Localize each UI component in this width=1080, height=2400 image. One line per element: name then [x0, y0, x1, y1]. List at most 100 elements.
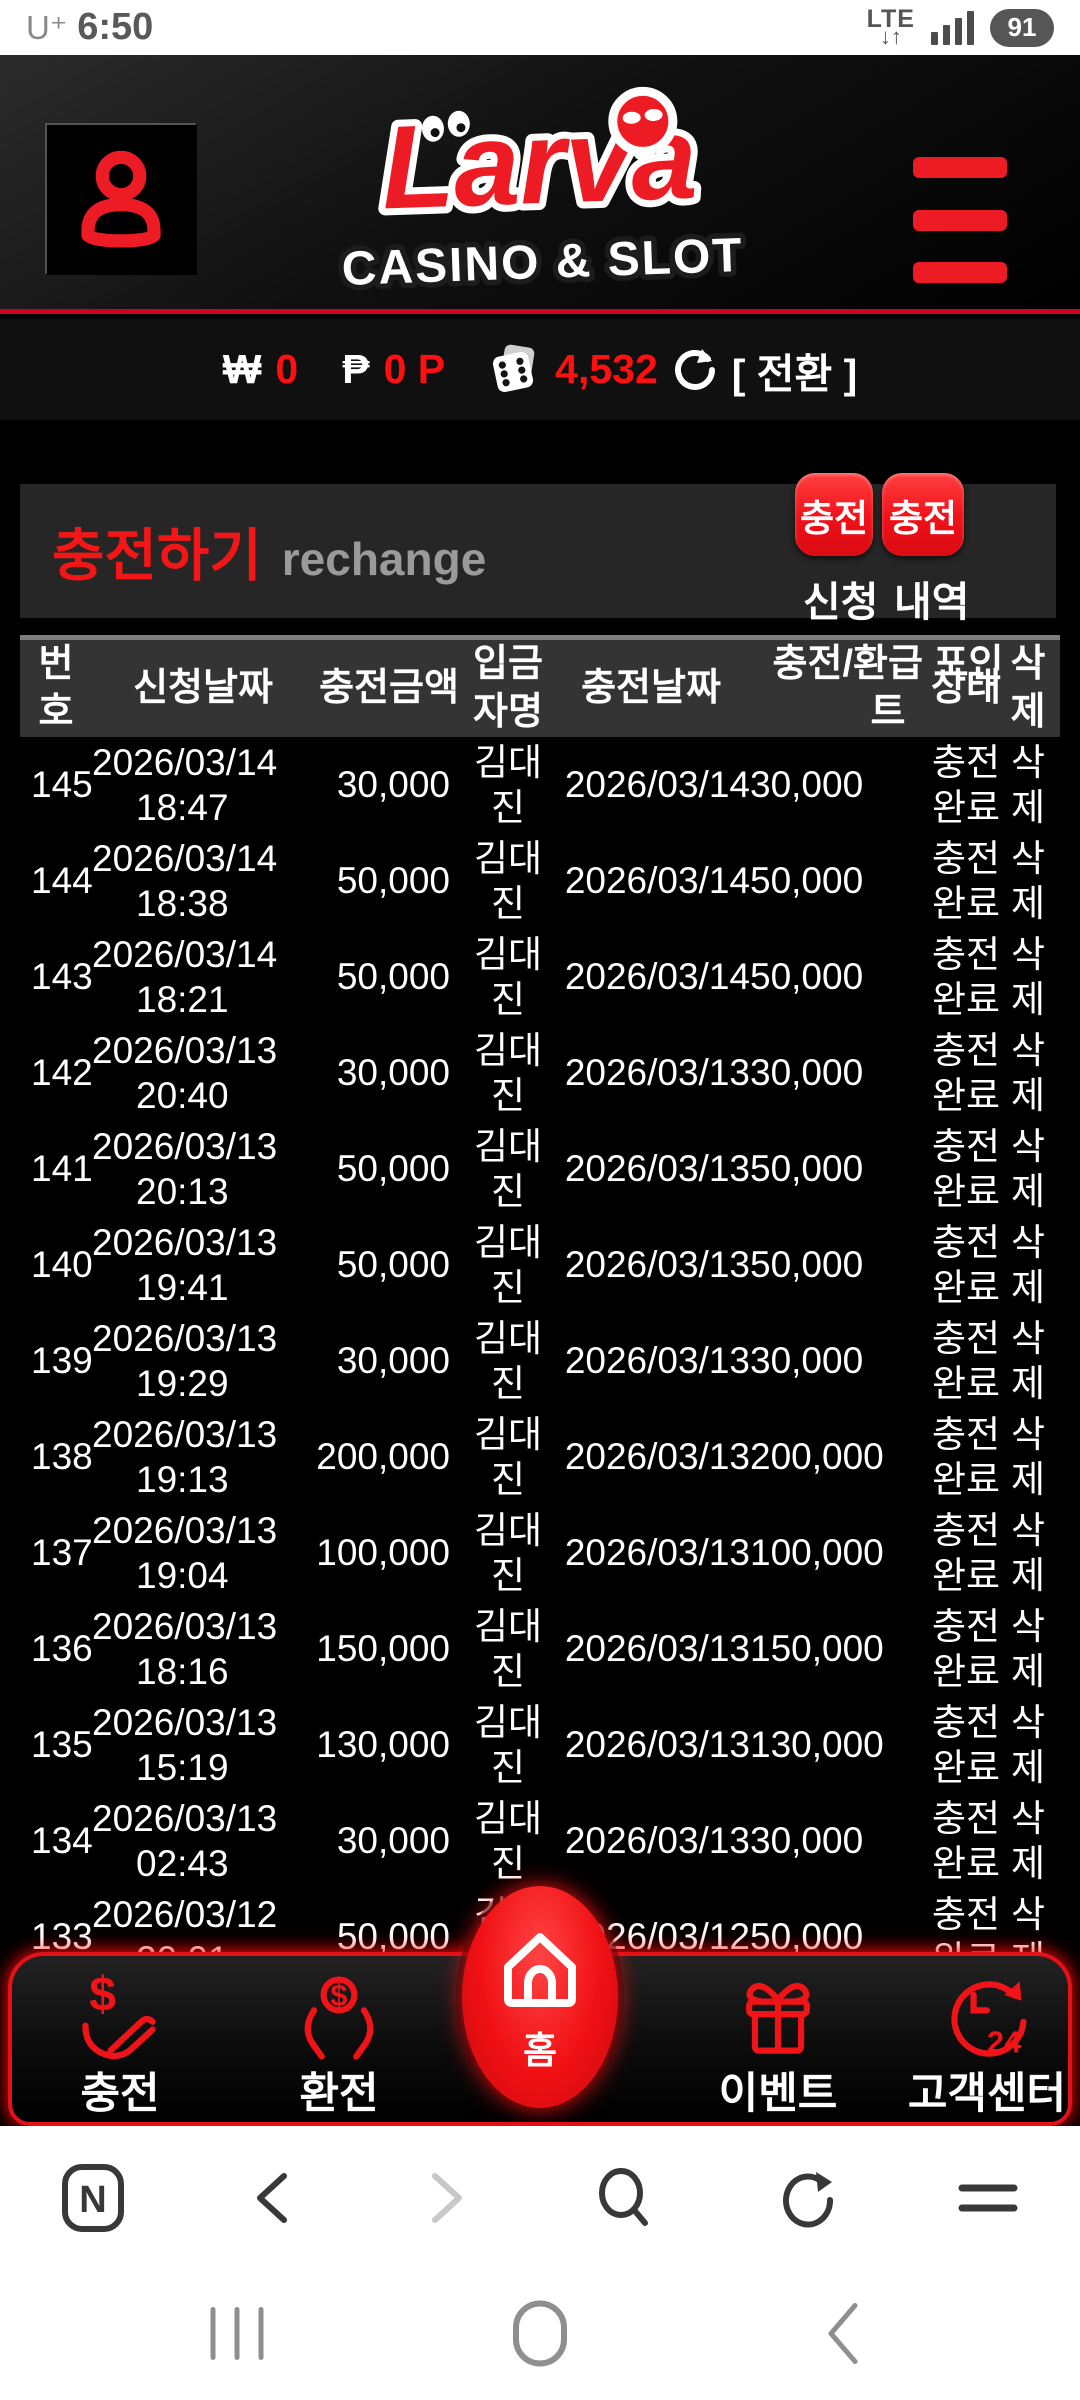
status-badge: 충전완료: [931, 1029, 1001, 1116]
cell-charge-date: 2026/03/14: [564, 860, 750, 902]
cell-request-date: 2026/03/13 19:29: [92, 1317, 278, 1404]
delete-row-button[interactable]: 삭제: [1005, 1220, 1051, 1310]
cell-charge-date: 2026/03/14: [564, 764, 750, 806]
cell-depositor: 김대진: [473, 741, 543, 828]
browser-back-button[interactable]: [246, 2168, 300, 2228]
status-badge: 충전완료: [931, 1797, 1001, 1884]
delete-row-button[interactable]: 삭제: [1005, 1796, 1051, 1886]
cell-amount: 30,000: [336, 1052, 450, 1094]
status-badge: 충전완료: [931, 1509, 1001, 1596]
cell-charge-date: 2026/03/13: [564, 1148, 750, 1190]
battery-percent: 91: [1007, 12, 1037, 42]
hamburger-menu-button[interactable]: [913, 157, 1007, 283]
home-button[interactable]: [512, 2300, 568, 2371]
delete-row-button[interactable]: 삭제: [1005, 836, 1051, 926]
cell-request-date: 2026/03/13 18:16: [92, 1605, 278, 1692]
signal-strength-icon: [931, 10, 974, 45]
delete-row-button[interactable]: 삭제: [1005, 740, 1051, 830]
browser-search-button[interactable]: [593, 2165, 657, 2231]
svg-text:$: $: [330, 1978, 347, 2013]
cell-delete: 삭제: [996, 929, 1060, 1025]
recharge-history-label: 내역: [894, 579, 970, 625]
table-row: 137 2026/03/13 19:04 100,000 김대진 2026/03…: [20, 1505, 1060, 1601]
nav-item-exchange[interactable]: $ 환전: [259, 1970, 419, 2116]
table-row: 143 2026/03/14 18:21 50,000 김대진 2026/03/…: [20, 929, 1060, 1025]
table-row: 141 2026/03/13 20:13 50,000 김대진 2026/03/…: [20, 1121, 1060, 1217]
cell-delete: 삭제: [996, 1217, 1060, 1313]
cell-delete: 삭제: [996, 737, 1060, 833]
cell-no: 144: [31, 860, 93, 902]
cell-delete: 삭제: [996, 833, 1060, 929]
svg-text:$: $: [89, 1970, 116, 2021]
delete-row-button[interactable]: 삭제: [1005, 1508, 1051, 1598]
delete-row-button[interactable]: 삭제: [1005, 932, 1051, 1022]
recents-button[interactable]: [208, 2307, 266, 2364]
cell-amount: 130,000: [316, 1724, 450, 1766]
delete-row-button[interactable]: 삭제: [1005, 1412, 1051, 1502]
cell-depositor: 김대진: [473, 1317, 543, 1404]
status-badge: 충전완료: [931, 1317, 1001, 1404]
cell-points: 200,000: [750, 1436, 884, 1478]
nav-item-events[interactable]: 이벤트: [698, 1970, 858, 2116]
page-subtitle: rechange: [281, 533, 487, 585]
browser-toolbar: N: [0, 2126, 1080, 2270]
recharge-request-button[interactable]: 충전: [795, 473, 873, 556]
cell-points: 30,000: [750, 764, 864, 806]
delete-row-button[interactable]: 삭제: [1005, 1604, 1051, 1694]
col-header-status: 상태: [931, 666, 1001, 709]
cell-amount: 50,000: [336, 1148, 450, 1190]
cell-no: 136: [31, 1628, 93, 1670]
table-row: 134 2026/03/13 02:43 30,000 김대진 2026/03/…: [20, 1793, 1060, 1889]
back-button[interactable]: [821, 2301, 865, 2370]
deposit-hand-icon: $: [72, 1968, 168, 2069]
cell-no: 138: [31, 1436, 93, 1478]
table-row: 138 2026/03/13 19:13 200,000 김대진 2026/03…: [20, 1409, 1060, 1505]
col-header-charge-date: 충전날짜: [581, 666, 721, 709]
refresh-balance-button[interactable]: [672, 345, 718, 394]
nav-item-home[interactable]: 홈: [462, 1886, 618, 2108]
cell-depositor: 김대진: [473, 1509, 543, 1596]
cell-no: 139: [31, 1340, 93, 1382]
convert-button[interactable]: [ 전환 ]: [732, 340, 858, 400]
recharge-history-button[interactable]: 충전: [882, 473, 964, 556]
table-row: 144 2026/03/14 18:38 50,000 김대진 2026/03/…: [20, 833, 1060, 929]
delete-row-button[interactable]: 삭제: [1005, 1700, 1051, 1790]
status-badge: 충전완료: [931, 933, 1001, 1020]
status-badge: 충전완료: [931, 1125, 1001, 1212]
naver-app-button[interactable]: N: [60, 2162, 126, 2234]
points-amount: 4,532: [555, 346, 658, 392]
cell-delete: 삭제: [996, 1409, 1060, 1505]
balance-bar: ₩ 0 ₱ 0 P 4,532 [ 전환 ]: [0, 319, 1080, 420]
won-amount: 0: [275, 346, 299, 392]
app-header: Larva CASINO & SLOT: [0, 55, 1080, 314]
cell-amount: 50,000: [336, 860, 450, 902]
cell-no: 140: [31, 1244, 93, 1286]
won-symbol: ₩: [222, 346, 262, 392]
cell-charge-date: 2026/03/13: [564, 1532, 750, 1574]
profile-button[interactable]: [45, 123, 197, 275]
cell-depositor: 김대진: [473, 837, 543, 924]
col-header-delete: 삭제: [1010, 643, 1046, 733]
status-bar: U⁺ 6:50 LTE ↓↑ 91: [0, 0, 1080, 55]
delete-row-button[interactable]: 삭제: [1005, 1316, 1051, 1406]
cell-points: 130,000: [750, 1724, 884, 1766]
table-row: 135 2026/03/13 15:19 130,000 김대진 2026/03…: [20, 1697, 1060, 1793]
status-badge: 충전완료: [931, 1221, 1001, 1308]
browser-forward-button[interactable]: [419, 2168, 473, 2228]
table-row: 139 2026/03/13 19:29 30,000 김대진 2026/03/…: [20, 1313, 1060, 1409]
delete-row-button[interactable]: 삭제: [1005, 1124, 1051, 1214]
nav-item-support[interactable]: 24 고객센터: [907, 1970, 1067, 2116]
nav-item-deposit[interactable]: $ 충전: [40, 1968, 200, 2116]
cell-amount: 50,000: [336, 1244, 450, 1286]
cell-no: 141: [31, 1148, 93, 1190]
cell-delete: 삭제: [996, 1601, 1060, 1697]
status-badge: 충전완료: [931, 741, 1001, 828]
cell-charge-date: 2026/03/13: [564, 1052, 750, 1094]
browser-refresh-button[interactable]: [776, 2166, 836, 2230]
cell-no: 135: [31, 1724, 93, 1766]
cell-depositor: 김대진: [473, 1413, 543, 1500]
browser-menu-button[interactable]: [956, 2176, 1020, 2220]
cell-amount: 30,000: [336, 1340, 450, 1382]
delete-row-button[interactable]: 삭제: [1005, 1028, 1051, 1118]
cell-points: 30,000: [750, 1820, 864, 1862]
